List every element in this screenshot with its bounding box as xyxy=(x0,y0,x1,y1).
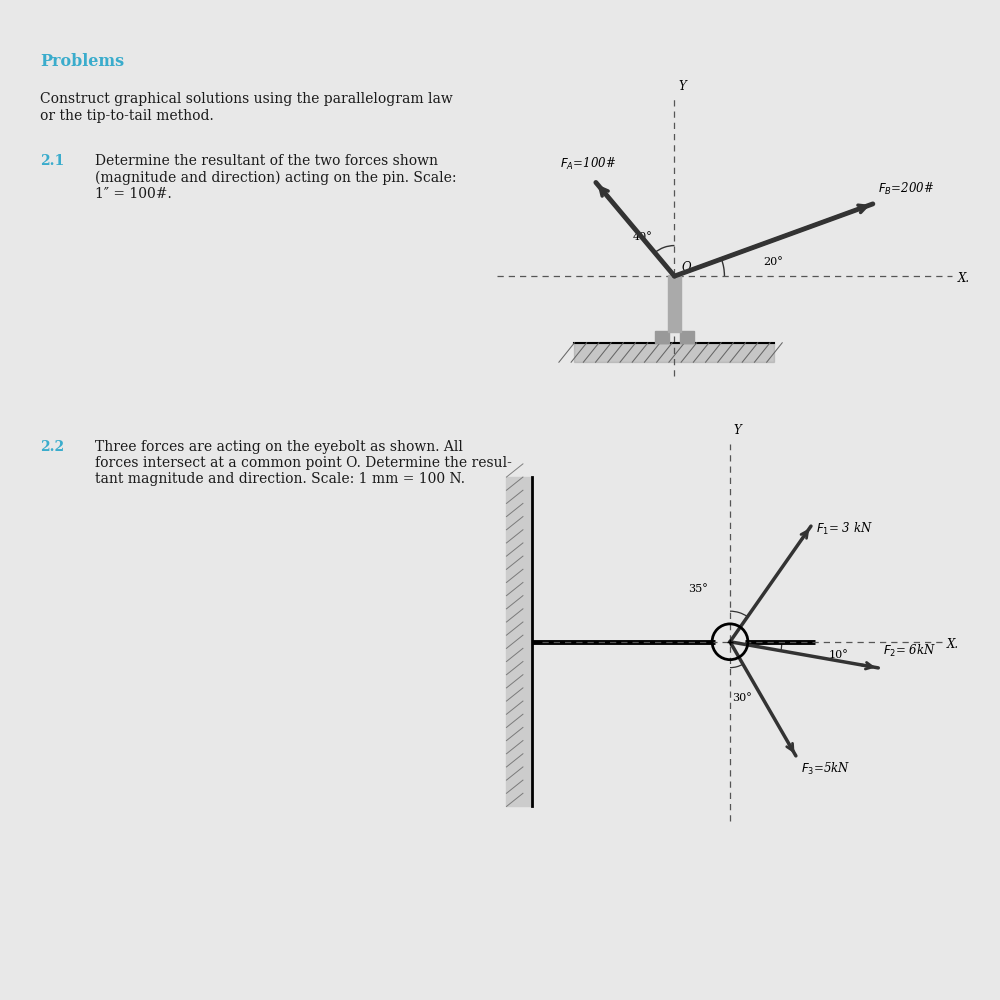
Text: Determine the resultant of the two forces shown
(magnitude and direction) acting: Determine the resultant of the two force… xyxy=(95,154,456,201)
Text: Y: Y xyxy=(734,424,742,437)
Text: Three forces are acting on the eyebolt as shown. All
forces intersect at a commo: Three forces are acting on the eyebolt a… xyxy=(95,440,512,486)
Bar xyxy=(680,331,694,343)
Text: $F_A$=100#: $F_A$=100# xyxy=(560,156,616,172)
Bar xyxy=(506,477,532,806)
Text: X.: X. xyxy=(958,272,970,285)
Text: 30°: 30° xyxy=(732,693,752,703)
Text: 2.2: 2.2 xyxy=(40,440,64,454)
Text: $F_2$= 6kN: $F_2$= 6kN xyxy=(883,643,936,659)
Text: 10°: 10° xyxy=(829,650,849,660)
Text: 20°: 20° xyxy=(763,257,783,267)
Text: $F_1$= 3 kN: $F_1$= 3 kN xyxy=(816,520,873,537)
Text: Y: Y xyxy=(679,80,687,93)
Bar xyxy=(574,343,774,362)
Text: Problems: Problems xyxy=(40,53,124,70)
Text: $F_B$=200#: $F_B$=200# xyxy=(878,181,934,197)
Text: Construct graphical solutions using the parallelogram law
or the tip-to-tail met: Construct graphical solutions using the … xyxy=(40,92,453,123)
Text: X.: X. xyxy=(946,638,959,651)
Bar xyxy=(668,275,681,332)
Text: 40°: 40° xyxy=(633,232,653,242)
Bar xyxy=(655,331,669,343)
Text: $F_3$=5kN: $F_3$=5kN xyxy=(801,761,850,777)
Text: O: O xyxy=(681,261,691,274)
Text: 2.1: 2.1 xyxy=(40,154,64,168)
Text: 35°: 35° xyxy=(688,584,707,594)
